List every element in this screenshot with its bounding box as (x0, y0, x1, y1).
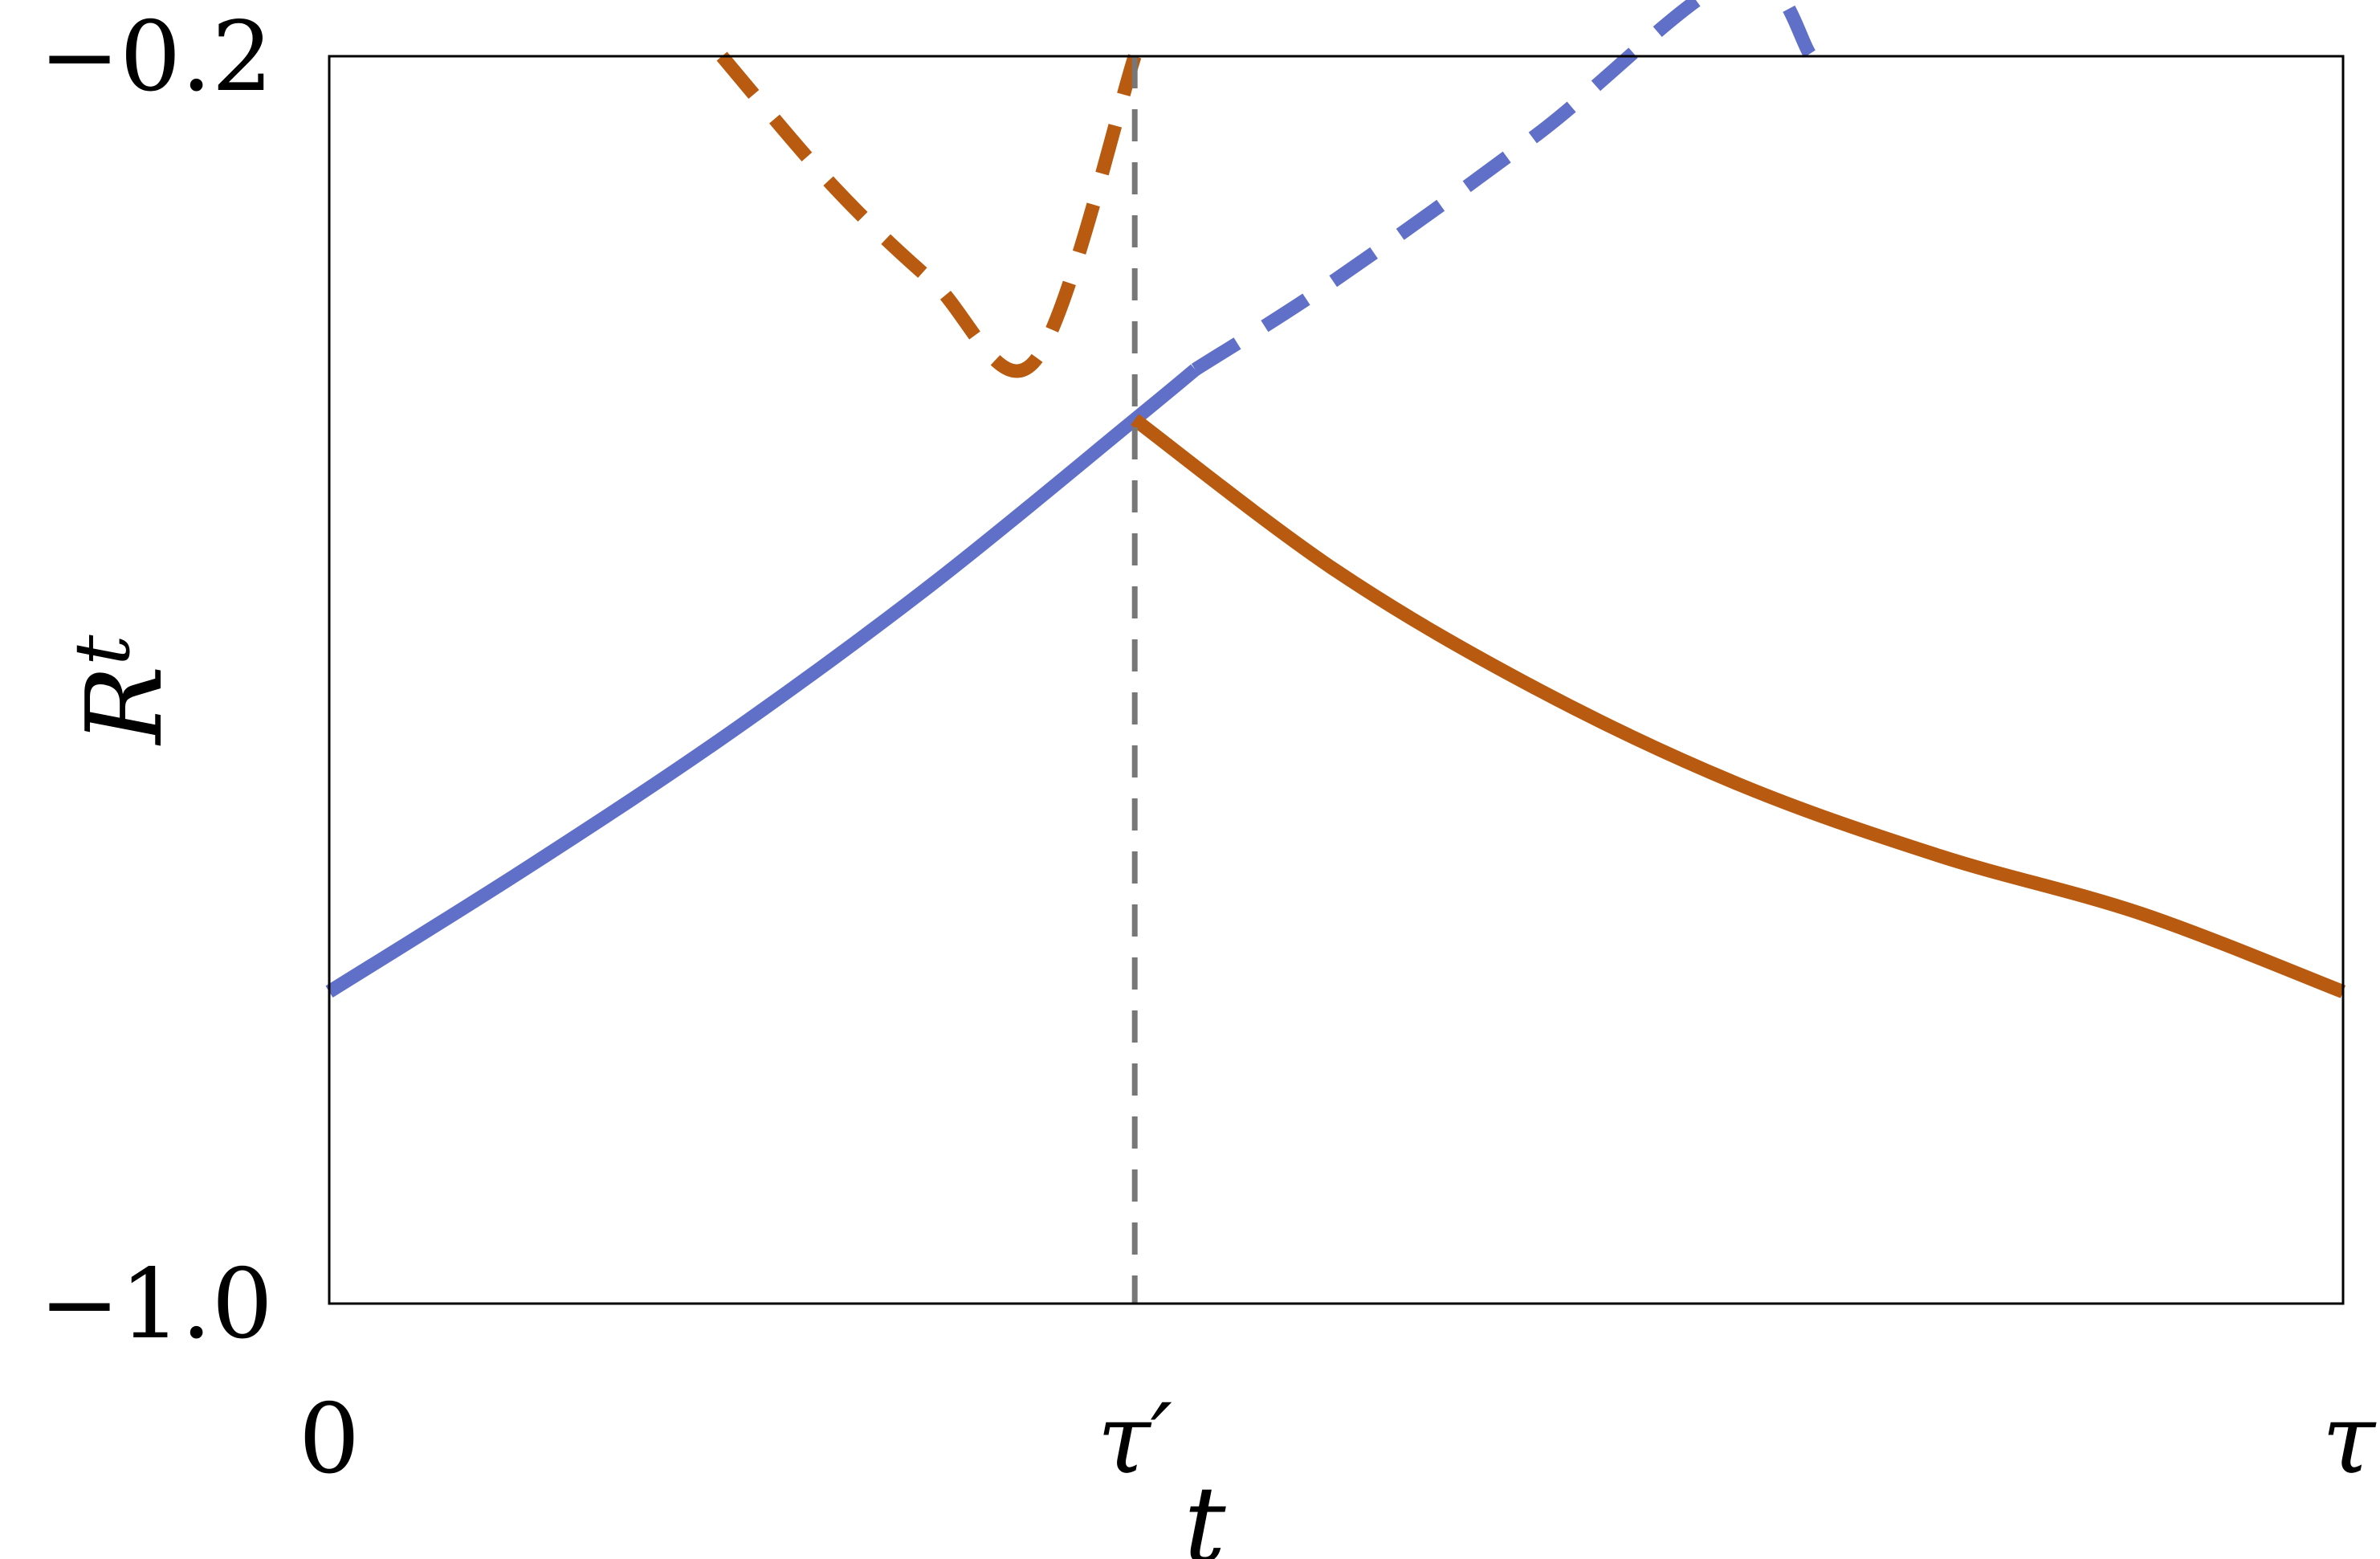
y-tick-labels: −0.2 −1.0 (39, 2, 273, 1361)
x-tick-labels: 0 τ′ τ (299, 1384, 2377, 1496)
y-tick-label: −0.2 (39, 2, 273, 113)
x-tick-label: τ′ (1097, 1384, 1172, 1496)
y-axis-label: Rt (59, 635, 185, 746)
y-axis-label-group: Rt (59, 635, 185, 746)
series-1-dashed-segment (1191, 0, 1817, 376)
series-2-solid-segment (1131, 414, 2346, 998)
plot-frame (328, 55, 2345, 1305)
series-1-solid-segment (325, 364, 1200, 998)
x-tick-label: τ (2322, 1384, 2377, 1496)
y-axis-label-subscript: t (59, 635, 147, 666)
series-2-dashed-segment (716, 51, 1142, 378)
x-axis-label: t (1184, 1463, 1226, 1559)
y-tick-label: −1.0 (39, 1249, 273, 1361)
series-layer (325, 0, 2346, 998)
x-tick-label: 0 (299, 1384, 360, 1496)
y-axis-label-main: R (63, 666, 185, 746)
